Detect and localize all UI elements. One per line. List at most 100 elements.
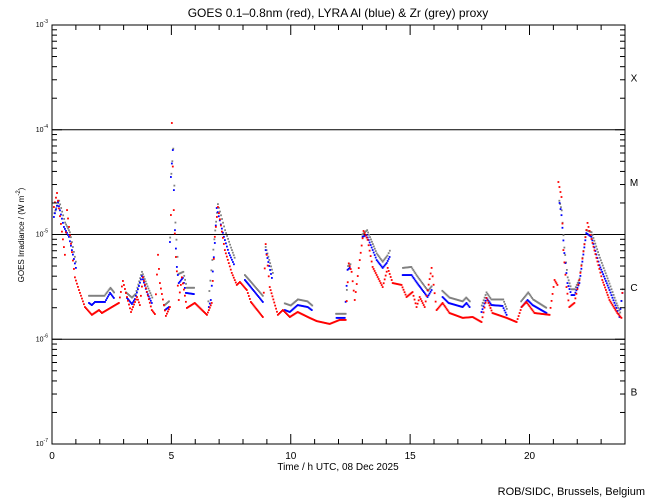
data-point xyxy=(468,316,470,319)
data-point xyxy=(310,303,313,306)
data-point xyxy=(501,305,504,307)
data-point xyxy=(373,270,376,272)
data-point xyxy=(494,298,497,301)
data-point xyxy=(590,231,593,234)
data-point xyxy=(371,243,374,246)
data-point xyxy=(468,299,470,302)
data-point xyxy=(528,292,531,295)
data-point xyxy=(131,308,133,311)
data-point xyxy=(177,282,180,284)
data-point xyxy=(599,266,602,269)
data-point xyxy=(224,252,227,255)
data-point xyxy=(128,294,130,296)
data-point xyxy=(95,294,98,297)
data-point xyxy=(260,313,262,316)
data-point xyxy=(355,283,358,285)
data-point xyxy=(595,245,598,248)
data-point xyxy=(168,306,170,308)
data-point xyxy=(544,313,547,316)
x-tick-labels: 0 5 10 15 20 xyxy=(49,451,535,462)
data-point xyxy=(184,287,186,289)
data-point xyxy=(227,248,229,251)
x-axis-label: Time / h UTC, 08 Dec 2025 xyxy=(277,462,399,473)
data-point xyxy=(483,306,486,309)
data-point xyxy=(534,300,537,303)
data-point xyxy=(277,312,280,315)
data-point xyxy=(559,203,562,205)
data-point xyxy=(561,226,564,229)
data-point xyxy=(258,290,260,293)
data-point xyxy=(440,303,443,306)
data-point xyxy=(288,316,291,318)
data-point xyxy=(213,242,216,244)
data-point xyxy=(563,246,566,249)
data-point xyxy=(407,274,410,276)
data-point xyxy=(175,247,177,250)
y-tick-base: 10 xyxy=(36,127,44,134)
data-point xyxy=(271,295,274,298)
data-point xyxy=(580,267,583,270)
data-point xyxy=(422,289,424,292)
data-point xyxy=(79,291,81,294)
data-point xyxy=(522,298,524,301)
data-point xyxy=(253,284,255,287)
data-point xyxy=(187,305,190,308)
data-point xyxy=(535,306,538,309)
data-point xyxy=(286,310,289,313)
data-point xyxy=(449,312,452,315)
data-point xyxy=(138,301,140,304)
data-point xyxy=(172,189,175,192)
data-point xyxy=(390,279,393,281)
data-point xyxy=(238,281,241,283)
data-point xyxy=(192,302,195,305)
data-point xyxy=(297,304,300,307)
x-tick-label: 10 xyxy=(285,451,297,462)
data-point xyxy=(308,302,311,304)
data-point xyxy=(375,259,378,261)
data-point xyxy=(252,289,254,291)
data-point xyxy=(148,289,151,292)
data-point xyxy=(99,294,102,297)
data-point xyxy=(59,215,61,218)
data-point xyxy=(305,305,308,308)
data-point xyxy=(576,286,579,289)
data-point xyxy=(599,259,602,262)
data-point xyxy=(533,299,535,301)
data-point xyxy=(179,283,182,286)
data-point xyxy=(514,320,517,323)
data-point xyxy=(371,249,374,251)
data-point xyxy=(421,281,424,284)
data-point xyxy=(257,289,259,291)
data-point xyxy=(65,230,67,232)
data-point xyxy=(258,297,261,300)
data-point xyxy=(214,229,217,232)
y-tick-label: 10-7 xyxy=(36,438,48,448)
data-point xyxy=(105,292,108,295)
data-point xyxy=(341,312,344,315)
data-point xyxy=(242,285,245,288)
data-point xyxy=(266,252,269,255)
data-point xyxy=(175,238,178,241)
data-point xyxy=(490,298,493,301)
data-point xyxy=(187,292,190,295)
data-point xyxy=(283,309,286,311)
data-point xyxy=(404,274,407,276)
data-point xyxy=(225,255,228,258)
data-point xyxy=(321,321,324,324)
data-point xyxy=(298,304,301,307)
data-point xyxy=(586,222,589,224)
data-point xyxy=(287,315,290,317)
data-point xyxy=(404,266,407,269)
data-point xyxy=(521,299,523,302)
data-point xyxy=(142,276,144,279)
data-point xyxy=(209,304,212,307)
data-point xyxy=(249,285,252,288)
data-point xyxy=(467,304,470,307)
data-point xyxy=(59,203,62,206)
data-point xyxy=(367,244,370,247)
data-point xyxy=(151,310,154,313)
data-point xyxy=(619,315,622,318)
data-point xyxy=(165,302,168,305)
data-point xyxy=(62,238,64,241)
data-point xyxy=(433,292,436,295)
